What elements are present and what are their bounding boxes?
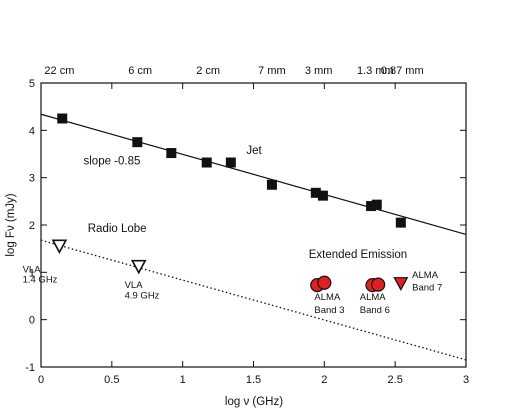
- y-axis-title: log Fν (mJy): [5, 193, 17, 256]
- jet-point: [371, 199, 382, 210]
- annotation-alma6-b: Band 6: [360, 305, 390, 316]
- top-axis-label: 0.87 mm: [381, 65, 424, 77]
- vla-limit-point: [130, 259, 147, 275]
- y-tick-label: 0: [29, 315, 35, 327]
- top-axis-label: 7 mm: [258, 65, 286, 77]
- annotation-alma7-b: Band 7: [412, 282, 442, 293]
- top-axis-label: 2 cm: [196, 65, 220, 77]
- jet-point: [395, 217, 406, 228]
- annotation-alma3-b: Band 3: [314, 305, 344, 316]
- x-tick-label: 2: [321, 374, 327, 386]
- lobe-fit-line: [40, 239, 467, 361]
- top-axis-label: 3 mm: [305, 65, 333, 77]
- annotation-alma7-a: ALMA: [412, 270, 439, 281]
- annotation-alma3-a: ALMA: [314, 292, 341, 303]
- x-tick-label: 1: [180, 374, 186, 386]
- annotation-vla49-b: 4.9 GHz: [125, 290, 160, 301]
- y-tick-label: 4: [29, 125, 35, 137]
- annotation-vla14-b: 1.4 GHz: [23, 275, 58, 286]
- x-tick-label: 2.5: [388, 374, 403, 386]
- annotation-vla14-a: VLA: [23, 264, 42, 275]
- x-tick-label: 1.5: [246, 374, 261, 386]
- alma-point: [317, 275, 332, 290]
- jet-point: [166, 148, 177, 159]
- annotation-radio-lobe: Radio Lobe: [88, 223, 147, 235]
- y-tick-label: -1: [25, 362, 35, 374]
- fit-lines: [40, 113, 467, 361]
- vla-limit-point: [51, 239, 68, 254]
- x-tick-label: 0.5: [104, 374, 119, 386]
- annotation-jet: Jet: [246, 145, 262, 157]
- top-axis-label: 1.3 mm: [357, 65, 394, 77]
- annotation-alma6-a: ALMA: [360, 292, 387, 303]
- jet-point: [366, 201, 377, 212]
- jet-point: [225, 157, 236, 168]
- alma-limit-point: [393, 277, 409, 291]
- top-axis-label: 22 cm: [44, 65, 74, 77]
- x-axis-title: log ν (GHz): [225, 396, 283, 408]
- annotation-extended: Extended Emission: [309, 249, 407, 261]
- alma-point: [371, 277, 386, 292]
- y-tick-label: 2: [29, 220, 35, 232]
- x-tick-label: 0: [38, 374, 44, 386]
- y-tick-label: 3: [29, 173, 35, 185]
- jet-point: [310, 187, 321, 198]
- top-axis-label: 6 cm: [128, 65, 152, 77]
- jet-point: [266, 179, 277, 190]
- data-points: [51, 113, 409, 293]
- annotation-vla49-a: VLA: [125, 280, 144, 291]
- y-tick-label: 5: [29, 78, 35, 90]
- annotation-slope: slope -0.85: [84, 155, 141, 167]
- annotations: Jet slope -0.85 Radio Lobe Extended Emissio…: [23, 145, 443, 316]
- jet-point: [132, 137, 143, 148]
- jet-fit-line: [40, 113, 467, 236]
- jet-point: [201, 157, 212, 168]
- jet-point: [57, 113, 68, 124]
- jet-point: [317, 190, 328, 201]
- x-tick-label: 3: [463, 374, 469, 386]
- y-tick-label: 1: [29, 267, 35, 279]
